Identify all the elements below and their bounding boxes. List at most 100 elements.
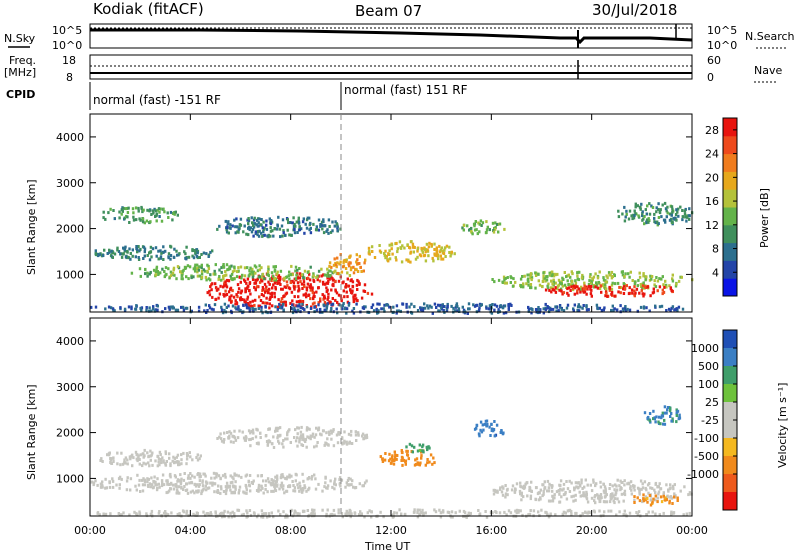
heatmap-cell — [666, 408, 669, 412]
heatmap-cell — [675, 420, 678, 424]
heatmap-cell — [610, 290, 614, 294]
heatmap-cell — [358, 254, 361, 258]
heatmap-cell — [227, 290, 231, 294]
heatmap-cell — [641, 218, 644, 222]
heatmap-cell — [579, 305, 582, 309]
heatmap-cell — [670, 496, 674, 500]
heatmap-cell — [588, 279, 591, 283]
heatmap-cell — [509, 511, 513, 515]
heatmap-cell — [577, 309, 581, 313]
heatmap-cell — [167, 252, 171, 256]
heatmap-cell — [278, 434, 281, 438]
heatmap-cell — [578, 484, 582, 488]
heatmap-cell — [142, 477, 145, 481]
heatmap-cell — [590, 279, 593, 283]
heatmap-cell — [370, 515, 373, 519]
x-tick-label: 12:00 — [375, 524, 407, 537]
power-cbar-frame — [722, 117, 738, 297]
heatmap-cell — [301, 490, 304, 494]
heatmap-cell — [506, 487, 509, 491]
heatmap-cell — [418, 512, 422, 516]
heatmap-cell — [551, 499, 555, 503]
heatmap-cell — [402, 458, 405, 462]
heatmap-cell — [185, 452, 189, 455]
heatmap-cell — [111, 479, 115, 483]
heatmap-cell — [222, 293, 225, 296]
heatmap-cell — [656, 279, 660, 283]
heatmap-cell — [562, 309, 566, 313]
heatmap-cell — [260, 515, 263, 519]
heatmap-cell — [395, 304, 399, 308]
heatmap-cell — [598, 306, 602, 310]
velocity-cbar-segment — [723, 348, 737, 367]
heatmap-cell — [581, 306, 584, 310]
heatmap-cell — [607, 509, 610, 513]
heatmap-cell — [151, 451, 154, 455]
heatmap-cell — [651, 500, 654, 504]
heatmap-cell — [656, 496, 660, 500]
heatmap-cell — [177, 479, 181, 483]
heatmap-cell — [277, 298, 280, 302]
heatmap-cell — [274, 305, 277, 309]
heatmap-cell — [329, 274, 332, 277]
heatmap-cell — [346, 295, 349, 299]
heatmap-cell — [670, 205, 674, 209]
heatmap-cell — [529, 283, 533, 286]
heatmap-cell — [520, 491, 523, 495]
heatmap-cell — [483, 422, 487, 426]
heatmap-cell — [652, 417, 655, 421]
heatmap-cell — [222, 274, 225, 278]
heatmap-cell — [311, 302, 315, 306]
heatmap-cell — [173, 247, 176, 251]
heatmap-cell — [148, 482, 152, 486]
velocity-cbar-segment — [723, 456, 737, 475]
heatmap-cell — [499, 431, 502, 434]
heatmap-cell — [685, 219, 688, 223]
heatmap-cell — [554, 290, 558, 294]
heatmap-cell — [215, 288, 219, 292]
heatmap-cell — [416, 255, 419, 259]
heatmap-cell — [519, 492, 522, 496]
heatmap-cell — [378, 249, 382, 253]
heatmap-cell — [674, 284, 678, 288]
heatmap-cell — [266, 443, 269, 447]
heatmap-cell — [309, 434, 312, 438]
heatmap-cell — [215, 475, 218, 479]
heatmap-cell — [278, 281, 281, 285]
heatmap-cell — [353, 511, 356, 515]
heatmap-cell — [580, 276, 584, 280]
heatmap-cell — [178, 491, 181, 495]
heatmap-cell — [573, 292, 576, 296]
heatmap-cell — [126, 462, 129, 466]
heatmap-cell — [189, 455, 192, 459]
heatmap-cell — [424, 463, 427, 467]
heatmap-cell — [299, 299, 302, 303]
heatmap-cell — [160, 484, 164, 488]
heatmap-cell — [529, 273, 532, 277]
heatmap-cell — [675, 414, 678, 417]
heatmap-cell — [256, 217, 260, 221]
heatmap-cell — [169, 487, 172, 491]
heatmap-cell — [665, 209, 668, 213]
heatmap-cell — [604, 294, 607, 298]
heatmap-cell — [229, 297, 232, 301]
heatmap-cell — [485, 306, 488, 310]
heatmap-cell — [159, 271, 162, 275]
heatmap-cell — [583, 284, 586, 288]
station-title: Kodiak (fitACF) — [93, 0, 204, 18]
heatmap-cell — [560, 289, 563, 293]
heatmap-cell — [353, 294, 356, 297]
heatmap-cell — [286, 431, 289, 435]
heatmap-cell — [164, 266, 168, 270]
heatmap-cell — [304, 292, 308, 296]
heatmap-cell — [200, 276, 204, 279]
heatmap-cell — [229, 481, 233, 485]
heatmap-cell — [159, 453, 162, 457]
heatmap-cell — [431, 462, 434, 466]
heatmap-cell — [134, 484, 137, 488]
heatmap-cell — [395, 457, 398, 461]
heatmap-cell — [229, 431, 233, 435]
heatmap-cell — [90, 480, 94, 484]
heatmap-cell — [618, 510, 621, 514]
heatmap-cell — [159, 256, 162, 260]
